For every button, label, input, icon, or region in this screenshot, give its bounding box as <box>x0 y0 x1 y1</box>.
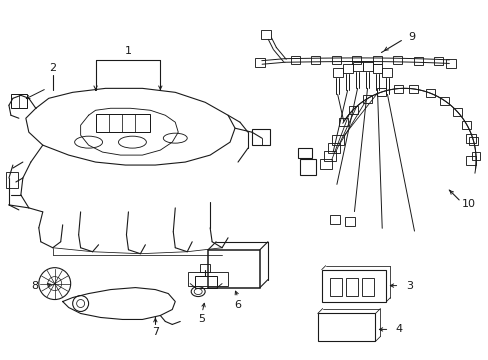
Text: 2: 2 <box>49 63 56 73</box>
Bar <box>392 56 402 64</box>
Bar <box>261 30 270 39</box>
Bar <box>331 135 343 145</box>
Bar <box>372 64 382 73</box>
Bar <box>290 56 299 64</box>
Bar <box>342 64 352 73</box>
Bar <box>348 105 357 114</box>
Bar <box>468 137 477 145</box>
Bar <box>95 114 150 132</box>
Bar <box>345 278 357 296</box>
Bar <box>362 95 371 103</box>
Bar <box>439 96 448 104</box>
Bar <box>344 217 354 226</box>
Text: 9: 9 <box>407 32 414 41</box>
Bar <box>408 85 417 93</box>
Bar <box>433 57 443 65</box>
Bar <box>251 129 269 145</box>
Bar <box>188 272 227 285</box>
Bar <box>413 57 422 64</box>
Bar <box>470 152 480 160</box>
Bar <box>339 118 347 126</box>
Bar <box>376 88 385 96</box>
Bar <box>323 151 335 161</box>
Bar <box>254 58 264 67</box>
Bar <box>382 68 392 77</box>
Bar <box>319 159 331 169</box>
Bar <box>465 156 475 165</box>
Bar <box>297 148 311 158</box>
Bar <box>329 278 341 296</box>
Bar <box>321 270 386 302</box>
Text: 5: 5 <box>198 314 205 324</box>
Text: 8: 8 <box>31 280 38 291</box>
Bar <box>327 143 339 153</box>
Text: 6: 6 <box>234 300 241 310</box>
Bar <box>352 62 362 71</box>
Bar <box>465 134 475 143</box>
Bar <box>299 159 315 175</box>
Bar <box>452 108 461 116</box>
Bar <box>393 85 402 93</box>
Bar <box>200 264 210 272</box>
Text: 3: 3 <box>405 280 412 291</box>
Bar <box>446 59 455 68</box>
Bar <box>195 276 217 288</box>
Text: 4: 4 <box>395 324 402 334</box>
Bar <box>372 56 381 64</box>
Bar <box>310 56 320 64</box>
Bar <box>461 121 470 129</box>
Bar <box>208 250 260 288</box>
Bar <box>6 172 18 188</box>
Text: 1: 1 <box>124 46 131 57</box>
Bar <box>331 56 340 64</box>
Bar <box>329 215 339 224</box>
Bar <box>317 314 375 341</box>
Bar <box>332 68 342 77</box>
Text: 10: 10 <box>461 199 475 209</box>
Bar <box>351 56 361 64</box>
Bar <box>361 278 373 296</box>
Bar <box>426 89 434 97</box>
Text: 7: 7 <box>151 327 159 337</box>
Bar <box>362 62 372 71</box>
Bar <box>11 94 27 108</box>
